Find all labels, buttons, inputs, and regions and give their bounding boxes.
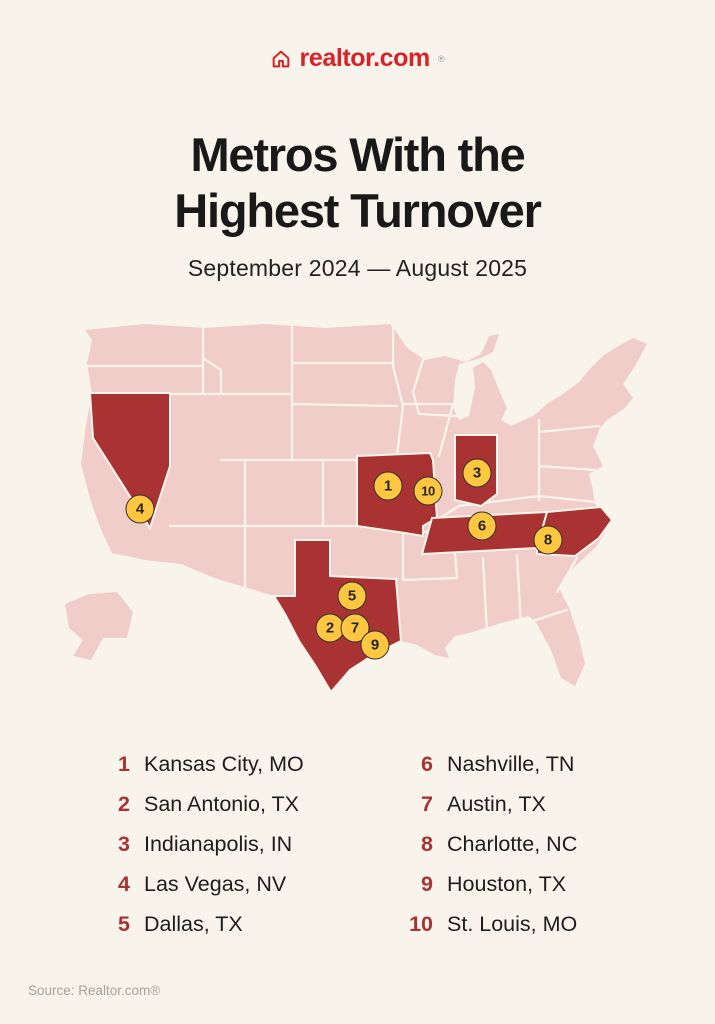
legend-metro-label: Houston, TX: [447, 872, 567, 896]
legend-rank: 2: [118, 792, 130, 816]
legend-item: 1 Kansas City, MO: [100, 752, 358, 777]
legend-item: 7 Austin, TX: [403, 792, 656, 817]
legend-rank: 3: [118, 832, 130, 856]
legend: 1 Kansas City, MO 2 San Antonio, TX 3 Indiana…: [60, 752, 660, 952]
legend-metro-label: St. Louis, MO: [447, 912, 578, 936]
page-title-line1: Metros With the: [190, 128, 525, 182]
registered-mark: ®: [437, 53, 445, 64]
date-range-subtitle: September 2024 — August 2025: [187, 255, 528, 281]
legend-item: 4 Las Vegas, NV: [100, 872, 358, 897]
legend-metro-label: Las Vegas, NV: [144, 872, 287, 896]
map-marker-8: 8: [533, 525, 563, 555]
legend-rank: 8: [421, 832, 433, 856]
legend-item: 3 Indianapolis, IN: [100, 832, 358, 857]
page-title-line2: Highest Turnover: [174, 183, 542, 237]
alaska-shape: [65, 592, 133, 660]
legend-rank: 6: [421, 752, 433, 776]
legend-metro-label: Austin, TX: [447, 792, 546, 816]
map-marker-3: 3: [462, 458, 492, 488]
legend-rank: 1: [118, 752, 130, 776]
legend-item: 9 Houston, TX: [403, 872, 656, 897]
legend-metro-label: Dallas, TX: [144, 912, 243, 936]
realtor-logo: realtor.com ®: [0, 44, 715, 73]
legend-metro-label: Nashville, TN: [447, 752, 575, 776]
legend-column: 1 Kansas City, MO 2 San Antonio, TX 3 Indiana…: [60, 752, 358, 952]
legend-metro-label: Charlotte, NC: [447, 832, 578, 856]
legend-item: 10 St. Louis, MO: [403, 912, 656, 937]
source-attribution: Source: Realtor.com®: [28, 983, 161, 998]
state-nevada-highlight: [88, 392, 171, 531]
brand-wordmark: realtor.com: [299, 44, 430, 72]
state-borders: [79, 322, 601, 636]
legend-rank: 10: [409, 912, 433, 936]
page-title: Metros With the Highest Turnover: [0, 127, 715, 238]
house-icon: [273, 50, 290, 67]
map-marker-4: 4: [125, 494, 155, 524]
legend-item: 5 Dallas, TX: [100, 912, 358, 937]
map-marker-2: 2: [315, 613, 345, 643]
map-marker-5: 5: [337, 581, 367, 611]
map-marker-9: 9: [360, 630, 390, 660]
map-marker-6: 6: [467, 511, 497, 541]
legend-item: 2 San Antonio, TX: [100, 792, 358, 817]
legend-rank: 7: [421, 792, 433, 816]
map-marker-1: 1: [373, 471, 403, 501]
legend-item: 6 Nashville, TN: [403, 752, 656, 777]
legend-rank: 9: [421, 872, 433, 896]
legend-rank: 5: [118, 912, 130, 936]
map-marker-10: 10: [413, 476, 443, 506]
legend-item: 8 Charlotte, NC: [403, 832, 656, 857]
us-map: 1 2 3 4 5 6 7 8 9 10: [55, 308, 665, 700]
legend-metro-label: Indianapolis, IN: [144, 832, 293, 856]
legend-metro-label: Kansas City, MO: [144, 752, 304, 776]
legend-column: 6 Nashville, TN 7 Austin, TX 8 Charlotte, NC 9…: [358, 752, 656, 952]
legend-metro-label: San Antonio, TX: [144, 792, 299, 816]
legend-rank: 4: [118, 872, 130, 896]
